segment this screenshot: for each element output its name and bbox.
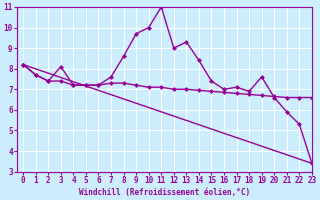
X-axis label: Windchill (Refroidissement éolien,°C): Windchill (Refroidissement éolien,°C) bbox=[79, 188, 250, 197]
